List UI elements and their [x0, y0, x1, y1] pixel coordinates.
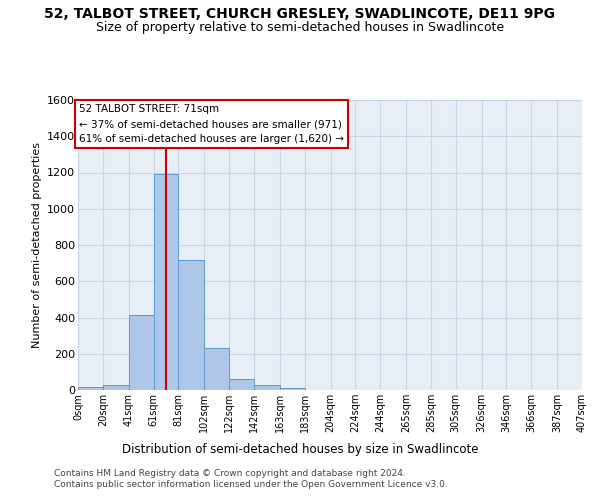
Bar: [103, 384, 129, 390]
Bar: [254, 384, 280, 390]
Text: Contains public sector information licensed under the Open Government Licence v3: Contains public sector information licen…: [54, 480, 448, 489]
Bar: [78, 388, 103, 390]
Text: Contains HM Land Registry data © Crown copyright and database right 2024.: Contains HM Land Registry data © Crown c…: [54, 468, 406, 477]
Text: Size of property relative to semi-detached houses in Swadlincote: Size of property relative to semi-detach…: [96, 21, 504, 34]
Bar: [280, 388, 305, 390]
Bar: [178, 260, 205, 390]
Text: Distribution of semi-detached houses by size in Swadlincote: Distribution of semi-detached houses by …: [122, 442, 478, 456]
Bar: [129, 315, 154, 390]
Text: 52 TALBOT STREET: 71sqm
← 37% of semi-detached houses are smaller (971)
61% of s: 52 TALBOT STREET: 71sqm ← 37% of semi-de…: [79, 104, 344, 144]
Y-axis label: Number of semi-detached properties: Number of semi-detached properties: [32, 142, 41, 348]
Text: 52, TALBOT STREET, CHURCH GRESLEY, SWADLINCOTE, DE11 9PG: 52, TALBOT STREET, CHURCH GRESLEY, SWADL…: [44, 8, 556, 22]
Bar: [154, 174, 178, 390]
Bar: [229, 379, 254, 390]
Bar: [205, 348, 229, 390]
